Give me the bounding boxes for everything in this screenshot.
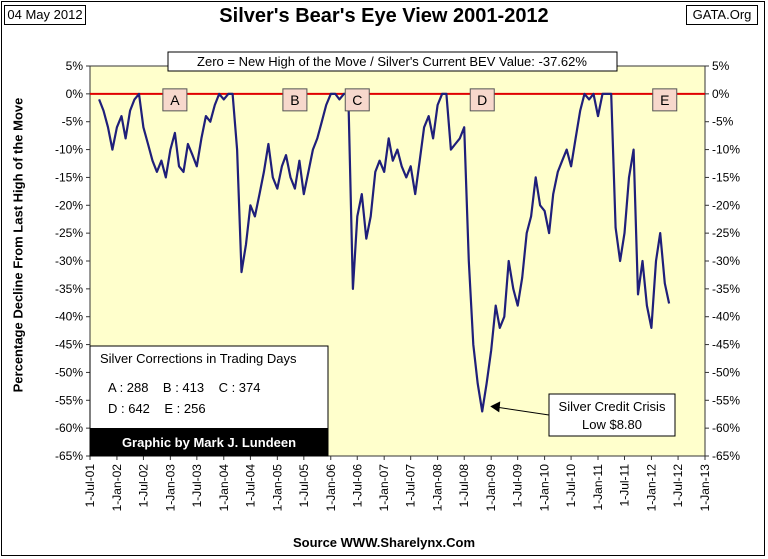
x-tick-label: 1-Jan-06 (324, 464, 338, 512)
subtitle: Zero = New High of the Move / Silver's C… (197, 54, 587, 69)
corrections-info-box: Silver Corrections in Trading Days A : 2… (89, 345, 329, 457)
correction-marker: C (344, 88, 370, 112)
y-tick-label: -50% (55, 365, 83, 379)
y-tick-label: -10% (55, 143, 83, 157)
marker-label: C (352, 92, 362, 108)
y-tick-label: 0% (712, 87, 730, 101)
marker-box (344, 88, 370, 112)
marker-label: D (477, 92, 487, 108)
subtitle-box: Zero = New High of the Move / Silver's C… (167, 51, 618, 72)
y-tick-label: -40% (712, 310, 740, 324)
y-tick-label: -45% (712, 338, 740, 352)
y-tick-label: -35% (55, 282, 83, 296)
source-tag: GATA.Org (686, 5, 758, 25)
y-tick-label: -5% (712, 115, 734, 129)
annotation-line: Silver Credit Crisis (559, 399, 666, 414)
marker-box (652, 88, 678, 112)
credit-label: Graphic by Mark J. Lundeen (122, 435, 296, 450)
correction-marker: E (652, 88, 678, 112)
x-tick-label: 1-Jul-03 (190, 464, 204, 508)
x-tick-label: 1-Jan-12 (644, 464, 658, 512)
x-tick-label: 1-Jul-01 (83, 464, 97, 508)
annotation-arrow (498, 406, 550, 416)
y-tick-label: -15% (712, 170, 740, 184)
y-tick-label: -35% (712, 282, 740, 296)
y-tick-label: -60% (55, 421, 83, 435)
x-tick-label: 1-Jan-11 (591, 464, 605, 511)
x-tick-label: 1-Jan-09 (484, 464, 498, 512)
x-tick-label: 1-Jan-02 (110, 464, 124, 512)
annotation-line: Low $8.80 (582, 417, 642, 432)
y-tick-label: 5% (66, 59, 84, 73)
x-tick-label: 1-Jul-02 (136, 464, 150, 508)
y-tick-label: -5% (62, 115, 84, 129)
y-tick-label: -10% (712, 143, 740, 157)
date-label: 04 May 2012 (4, 5, 86, 25)
x-tick-label: 1-Jul-08 (457, 464, 471, 508)
x-tick-label: 1-Jul-12 (671, 464, 685, 508)
annotation: Silver Credit Crisis Low $8.80 (490, 393, 676, 437)
y-tick-label: -15% (55, 170, 83, 184)
y-tick-label: -45% (55, 338, 83, 352)
info-row: A : 288 B : 413 C : 374 (108, 380, 260, 395)
x-tick-label: 1-Jul-04 (243, 464, 257, 508)
y-tick-label: -20% (55, 198, 83, 212)
annotation-arrowhead (490, 401, 501, 413)
source-footer: Source WWW.Sharelynx.Com (292, 535, 476, 550)
x-tick-label: 1-Jul-11 (618, 464, 632, 507)
chart-title: Silver's Bear's Eye View 2001-2012 (219, 5, 549, 27)
x-tick-label: 1-Jan-10 (538, 464, 552, 512)
x-tick-label: 1-Jul-07 (404, 464, 418, 508)
marker-label: B (290, 92, 299, 108)
y-tick-label: -65% (55, 449, 83, 463)
marker-box (282, 88, 308, 112)
correction-marker: A (162, 88, 188, 112)
x-tick-label: 1-Jan-13 (698, 464, 712, 512)
x-tick-label: 1-Jan-04 (217, 464, 231, 512)
y-tick-label: -50% (712, 365, 740, 379)
y-tick-label: -30% (712, 254, 740, 268)
y-tick-label: -60% (712, 421, 740, 435)
x-tick-label: 1-Jan-07 (377, 464, 391, 512)
y-tick-label: -55% (55, 393, 83, 407)
x-tick-label: 1-Jan-08 (431, 464, 445, 512)
correction-marker: B (282, 88, 308, 112)
y-tick-label: -65% (712, 449, 740, 463)
y-tick-label: -40% (55, 310, 83, 324)
x-tick-label: 1-Jan-05 (270, 464, 284, 512)
x-tick-label: 1-Jan-03 (163, 464, 177, 512)
y-tick-label: -25% (55, 226, 83, 240)
correction-marker: D (469, 88, 495, 112)
x-tick-label: 1-Jul-09 (511, 464, 525, 508)
marker-box (469, 88, 495, 112)
info-title: Silver Corrections in Trading Days (100, 351, 297, 366)
marker-label: A (170, 92, 180, 108)
y-tick-label: 0% (66, 87, 84, 101)
y-tick-label: 5% (712, 59, 730, 73)
series-line (98, 92, 671, 413)
x-tick-label: 1-Jul-06 (350, 464, 364, 508)
y-tick-label: -30% (55, 254, 83, 268)
marker-label: E (660, 92, 669, 108)
y-tick-label: -55% (712, 393, 740, 407)
x-tick-label: 1-Jul-05 (297, 464, 311, 508)
marker-box (162, 88, 188, 112)
y-tick-label: -20% (712, 198, 740, 212)
y-tick-label: -25% (712, 226, 740, 240)
info-row: D : 642 E : 256 (108, 401, 206, 416)
x-tick-label: 1-Jul-10 (564, 464, 578, 508)
